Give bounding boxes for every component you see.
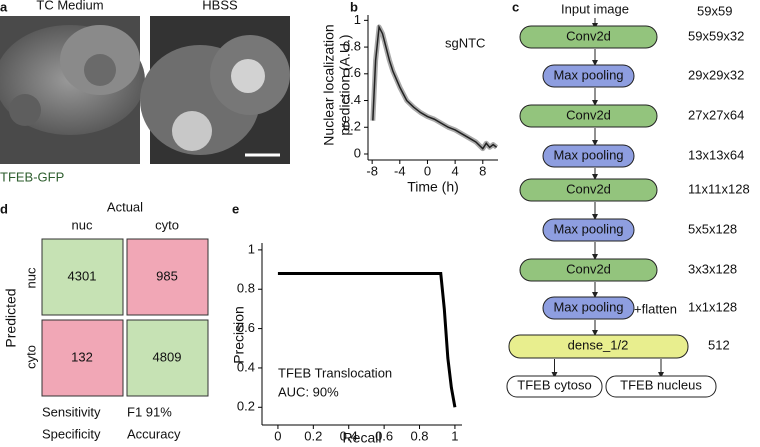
x-tick-label: 4	[452, 163, 459, 178]
cell-value: 4809	[153, 349, 182, 364]
layer-box	[519, 258, 658, 282]
class-label: cyto	[155, 217, 179, 232]
actual-label: Actual	[107, 199, 143, 214]
metric-label: Accuracy	[127, 426, 181, 441]
output-label: TFEB nucleus	[620, 377, 702, 392]
layer-size: 5x5x128	[688, 221, 737, 236]
layer-box	[519, 25, 658, 49]
matrix-cell	[126, 319, 209, 397]
layer-label: Max pooling	[553, 221, 623, 236]
class-label: nuc	[72, 217, 93, 232]
y-tick-label: 0.2	[237, 399, 255, 414]
layer-label: Conv2d	[566, 107, 611, 122]
output-box	[605, 375, 717, 398]
layer-size: 3x3x128	[688, 261, 737, 276]
layer-label: Conv2d	[566, 181, 611, 196]
layer-box	[542, 144, 635, 168]
annotation: AUC: 90%	[278, 384, 339, 399]
layer-size: 29x29x32	[688, 67, 744, 82]
y-axis-label: prediction (A.U.)	[337, 34, 353, 135]
layer-box	[542, 218, 635, 242]
layer-box	[519, 178, 658, 202]
layer-label: Max pooling	[553, 67, 623, 82]
x-tick-label: 0.4	[340, 428, 358, 443]
panel-letter: c	[512, 0, 519, 14]
layer-size: 1x1x128	[688, 299, 737, 314]
panel-letter: d	[0, 201, 8, 216]
output-box	[506, 375, 603, 398]
matrix-cell	[41, 319, 124, 397]
x-tick-label: 0	[274, 428, 281, 443]
metric-label: Sensitivity	[42, 404, 101, 419]
annotation: sgNTC	[445, 35, 485, 50]
class-label: cyto	[23, 345, 38, 369]
image-label: HBSS	[202, 0, 238, 12]
x-tick-label: -8	[366, 163, 378, 178]
micrograph	[0, 16, 290, 164]
y-tick-label: 0.6	[343, 65, 361, 80]
layer-size: 512	[708, 337, 730, 352]
annotation: TFEB Translocation	[278, 365, 392, 380]
x-axis-label: Recall	[343, 430, 382, 446]
y-tick-label: 1	[354, 12, 361, 27]
layer-label: Conv2d	[566, 28, 611, 43]
metric-label: F1 91%	[127, 404, 172, 419]
image-label: TC Medium	[36, 0, 103, 12]
flatten-label: +flatten	[634, 301, 677, 316]
cell-value: 985	[156, 268, 178, 283]
panel-letter: e	[232, 201, 239, 216]
x-tick-label: 0	[424, 163, 431, 178]
y-axis-label: Nuclear localization	[321, 24, 337, 145]
layer-label: Conv2d	[566, 261, 611, 276]
y-tick-label: 0.4	[343, 92, 361, 107]
cell-value: 4301	[68, 268, 97, 283]
input-label: Input image	[561, 1, 629, 16]
x-tick-label: 8	[479, 163, 486, 178]
y-axis-label: Precision	[231, 306, 247, 364]
y-tick-label: 0.6	[237, 320, 255, 335]
y-tick-label: 0.4	[237, 359, 255, 374]
x-tick-label: -4	[394, 163, 406, 178]
matrix-cell	[126, 238, 209, 316]
layer-size: 27x27x64	[688, 107, 744, 122]
cell-value: 132	[71, 349, 93, 364]
y-tick-label: 0.2	[343, 119, 361, 134]
layer-size: 59x59x32	[688, 28, 744, 43]
y-tick-label: 0.8	[343, 39, 361, 54]
layer-box	[542, 64, 635, 88]
predicted-label: Predicted	[3, 288, 19, 347]
x-tick-label: 0.8	[410, 428, 428, 443]
panel-letter: a	[0, 0, 8, 14]
output-label: TFEB cytoso	[517, 377, 591, 392]
line	[372, 24, 498, 150]
layer-size: 59x59	[697, 3, 732, 18]
panel-letter: b	[350, 0, 358, 14]
dense-label: dense_1/2	[568, 337, 629, 352]
class-label: nuc	[23, 267, 38, 288]
y-tick-label: 0	[354, 145, 361, 160]
dense-box	[508, 334, 689, 359]
x-tick-label: 0.2	[304, 428, 322, 443]
x-tick-label: 1	[451, 428, 458, 443]
layer-box	[542, 296, 635, 320]
layer-label: Max pooling	[553, 299, 623, 314]
metric-label: Specificity	[42, 426, 101, 441]
y-tick-label: 0.8	[237, 281, 255, 296]
matrix-cell	[41, 238, 124, 316]
x-tick-label: 0.6	[375, 428, 393, 443]
y-tick-label: 1	[248, 241, 255, 256]
layer-box	[519, 104, 658, 128]
x-axis-label: Time (h)	[407, 179, 459, 195]
line	[277, 271, 457, 408]
layer-size: 11x11x128	[688, 181, 750, 196]
image-caption: TFEB-GFP	[0, 169, 64, 184]
layer-label: Max pooling	[553, 147, 623, 162]
layer-size: 13x13x64	[688, 147, 744, 162]
